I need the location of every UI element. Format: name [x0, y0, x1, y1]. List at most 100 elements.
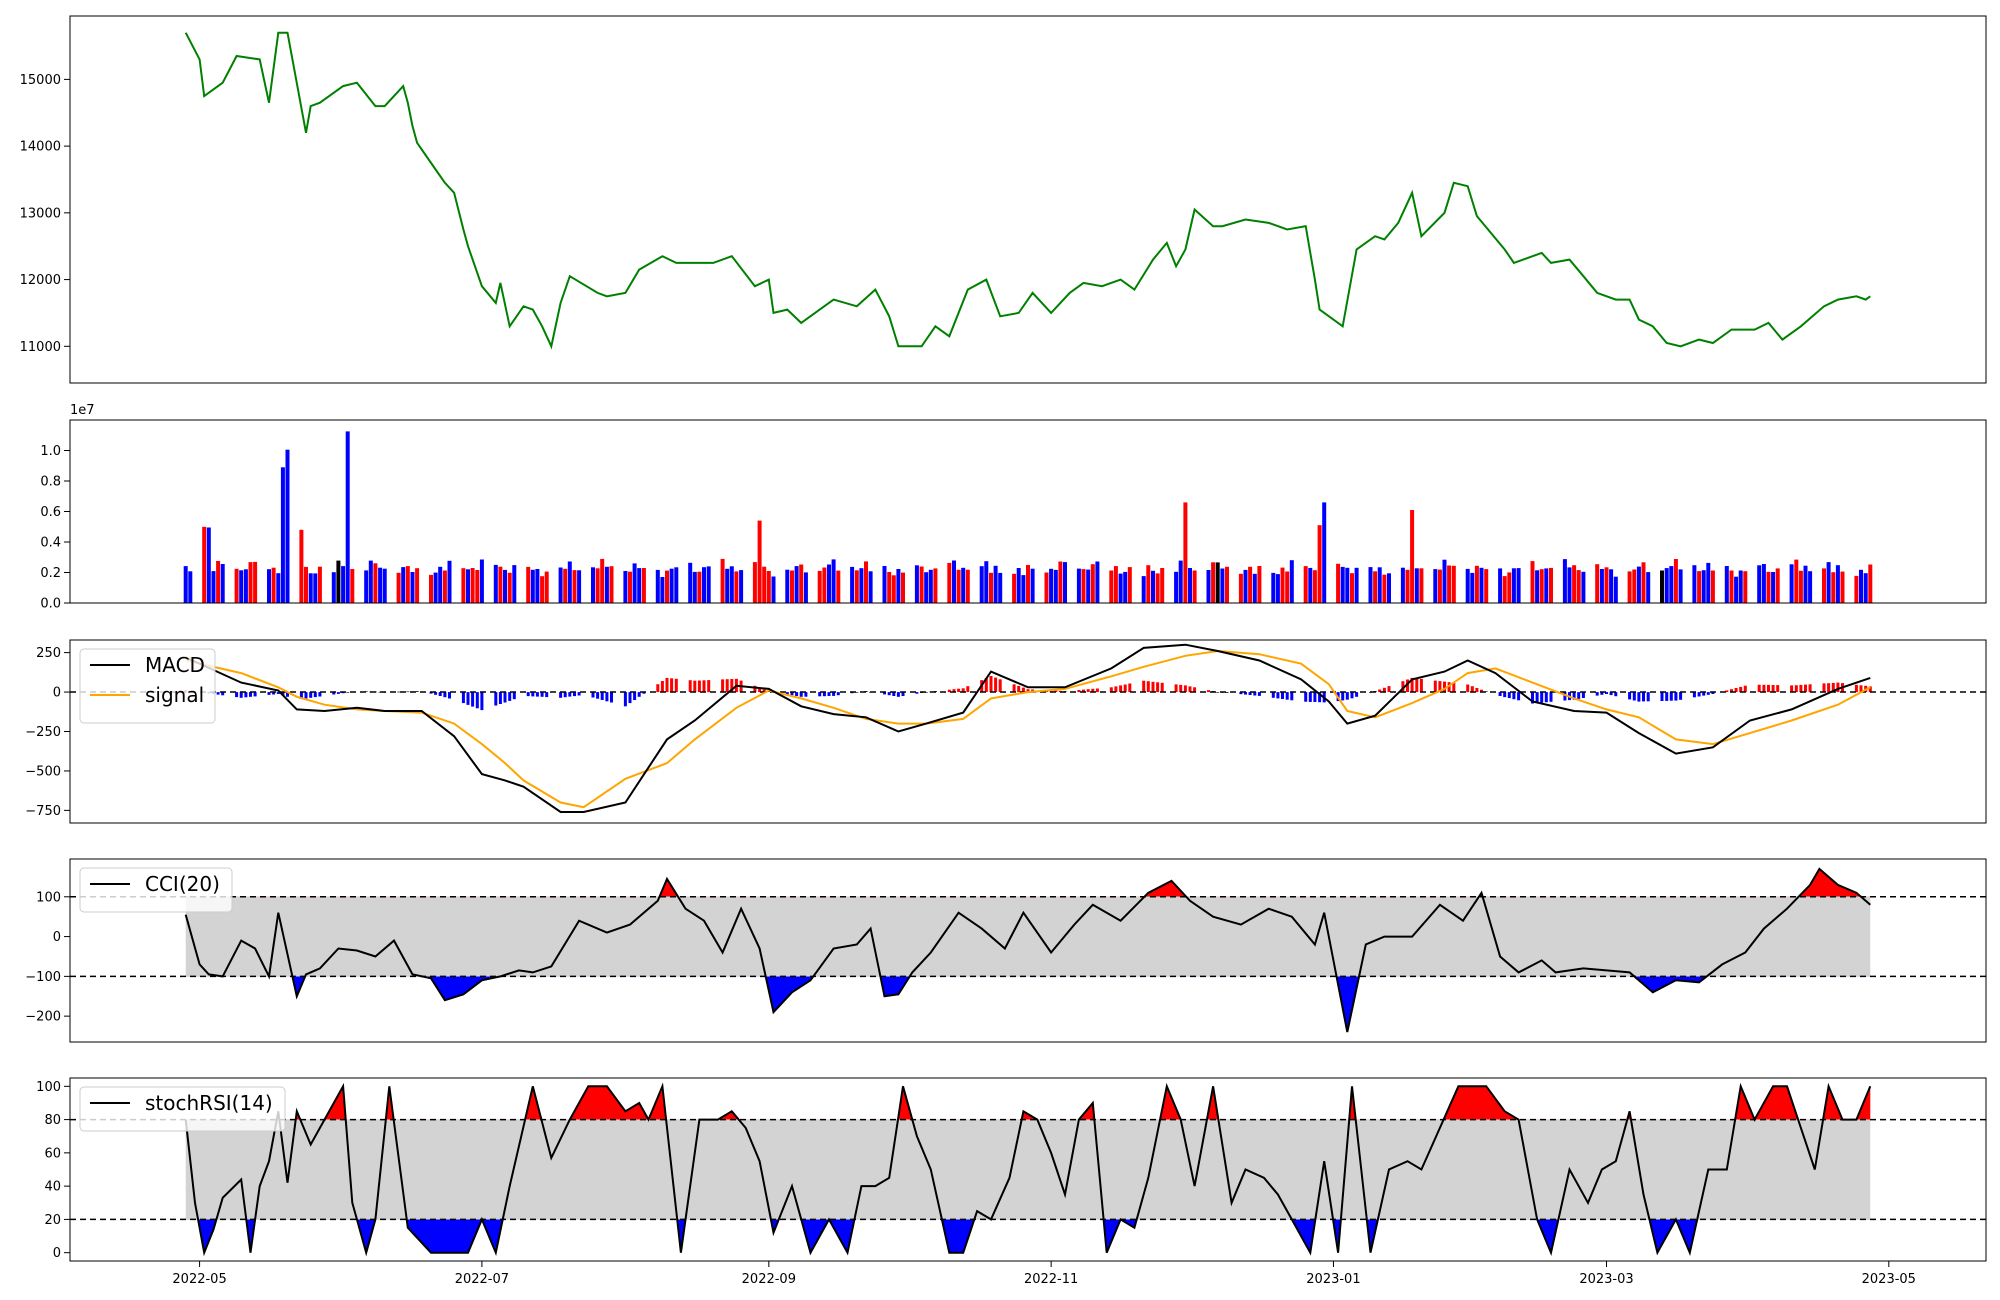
- macd-histogram-bar: [1804, 684, 1807, 693]
- volume-bar: [544, 571, 549, 603]
- volume-bar: [1113, 566, 1118, 603]
- volume-bar: [697, 571, 702, 603]
- macd-histogram-bar: [693, 680, 697, 693]
- stochrsi-y-tick-label: 80: [44, 1113, 61, 1128]
- volume-bar: [317, 566, 322, 603]
- volume-bar: [1544, 568, 1549, 603]
- volume-bar: [1743, 571, 1748, 603]
- macd-histogram-bar: [702, 680, 706, 693]
- macd-histogram-bar: [531, 692, 535, 697]
- macd-histogram-bar: [276, 692, 280, 694]
- macd-histogram-bar: [901, 692, 905, 696]
- volume-bar: [757, 520, 762, 603]
- volume-bar: [952, 560, 956, 603]
- volume-bar: [609, 566, 614, 603]
- volume-bar: [447, 560, 452, 603]
- macd-histogram-bar: [448, 692, 451, 699]
- macd-histogram-bar: [1854, 684, 1858, 693]
- stochrsi-y-tick-label: 0: [53, 1246, 61, 1261]
- macd-histogram-bar: [1540, 692, 1544, 703]
- volume-bar: [1465, 568, 1470, 603]
- macd-histogram-bar: [730, 679, 734, 692]
- macd-y-tick-label: 250: [36, 646, 61, 661]
- volume-bar: [1248, 566, 1253, 603]
- volume-bar: [720, 558, 725, 603]
- volume-bar: [1123, 571, 1128, 603]
- stochrsi-oversold-fill: [198, 1219, 1698, 1253]
- volume-bar: [336, 560, 341, 603]
- macd-histogram-bar: [503, 692, 507, 703]
- macd-histogram-bar: [961, 688, 965, 693]
- macd-histogram-bar: [253, 692, 257, 697]
- macd-y-axis: −750 −500 −250 0 250: [25, 646, 70, 819]
- volume-bar: [1414, 568, 1419, 603]
- volume-bar: [1706, 562, 1711, 603]
- macd-histogram-bar: [1549, 692, 1553, 702]
- macd-histogram-bar: [1271, 692, 1275, 698]
- macd-histogram-bar: [1077, 690, 1081, 693]
- volume-bar: [1771, 572, 1776, 603]
- volume-bar: [637, 568, 642, 603]
- volume-bar: [1835, 565, 1840, 603]
- volume-bar: [558, 567, 563, 603]
- volume-bar: [572, 570, 577, 603]
- volume-bar: [308, 573, 313, 603]
- volume-y-tick-label: 0.8: [40, 475, 61, 490]
- macd-histogram-bar: [1642, 692, 1645, 702]
- macd-histogram-bar: [994, 677, 998, 692]
- macd-histogram-bar: [1711, 692, 1715, 694]
- volume-bar: [1322, 502, 1327, 603]
- macd-histogram-bar: [822, 692, 826, 697]
- macd-histogram-bar: [1605, 692, 1608, 694]
- macd-histogram-bar: [1794, 685, 1798, 693]
- macd-histogram-bar: [1443, 681, 1446, 692]
- volume-bar: [461, 568, 466, 603]
- volume-bar: [512, 565, 517, 603]
- volume-bar: [803, 572, 808, 603]
- macd-histogram-bar: [1665, 692, 1669, 701]
- macd-histogram-bar: [637, 692, 641, 697]
- stochrsi-y-tick-label: 20: [44, 1213, 61, 1228]
- macd-histogram-bar: [721, 679, 725, 692]
- volume-bar: [1345, 567, 1350, 603]
- volume-bar: [1026, 565, 1030, 603]
- volume-bar: [1738, 570, 1743, 603]
- macd-legend-box: [79, 648, 216, 724]
- macd-histogram-bar: [1831, 682, 1835, 693]
- macd-histogram-bar: [1095, 688, 1099, 693]
- macd-histogram-bar: [1544, 692, 1548, 703]
- volume-bar: [961, 567, 966, 603]
- cci-legend: CCI(20): [79, 867, 233, 913]
- volume-bar: [1192, 570, 1197, 603]
- volume-bar: [692, 571, 697, 603]
- volume-y-tick-label: 0.6: [40, 505, 61, 520]
- macd-histogram-bar: [563, 692, 567, 698]
- macd-histogram-bar: [235, 692, 239, 698]
- macd-histogram-bar: [286, 692, 289, 697]
- macd-histogram-bar: [1174, 684, 1178, 693]
- macd-histogram-bar: [318, 692, 322, 697]
- macd-histogram-bar: [1410, 677, 1414, 693]
- volume-bar: [433, 572, 438, 603]
- macd-histogram-bar: [984, 678, 988, 692]
- macd-histogram-bar: [1123, 684, 1127, 693]
- macd-histogram-bar: [429, 692, 433, 694]
- volume-bar: [1215, 562, 1220, 603]
- volume-bar: [577, 570, 582, 603]
- macd-histogram-bar: [697, 680, 701, 693]
- macd-histogram-bar: [498, 692, 502, 704]
- macd-histogram-bar: [1308, 692, 1312, 702]
- macd-histogram-bar: [1151, 681, 1155, 693]
- macd-histogram-bar: [244, 692, 248, 698]
- volume-bar: [1581, 571, 1586, 603]
- macd-legend: MACD signal: [79, 648, 216, 724]
- macd-histogram-bar: [1600, 692, 1604, 695]
- volume-bar: [498, 566, 503, 603]
- macd-histogram-bar: [656, 684, 660, 693]
- macd-legend-label: MACD: [145, 653, 205, 677]
- volume-bar: [1109, 570, 1114, 603]
- macd-histogram-bar: [998, 679, 1002, 693]
- macd-histogram-bar: [947, 689, 951, 693]
- volume-bar: [1211, 562, 1216, 603]
- volume-bar: [1840, 571, 1845, 603]
